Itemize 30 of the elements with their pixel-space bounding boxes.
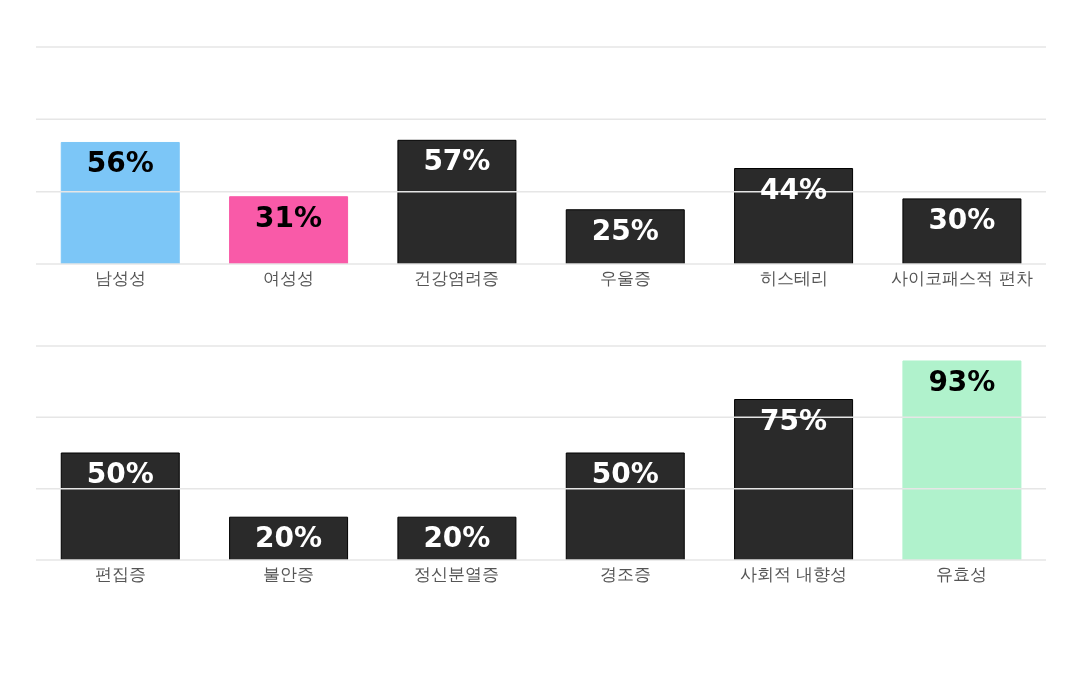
x-tick-label: 우울증 bbox=[599, 268, 651, 289]
bar bbox=[229, 196, 349, 264]
x-tick-label: 편집증 bbox=[94, 564, 146, 585]
bar bbox=[734, 399, 854, 560]
x-tick-label: 불안증 bbox=[263, 564, 314, 585]
x-tick-label: 남성성 bbox=[94, 268, 146, 289]
bar bbox=[397, 139, 517, 264]
x-tick-label: 유효성 bbox=[936, 564, 988, 585]
bar bbox=[60, 141, 180, 264]
data-label: 57% bbox=[423, 144, 491, 178]
data-label: 30% bbox=[928, 202, 996, 236]
data-label: 50% bbox=[86, 457, 154, 490]
data-label: 93% bbox=[928, 364, 996, 398]
x-tick-label: 건강염려증 bbox=[414, 268, 500, 289]
x-tick-label: 여성성 bbox=[263, 268, 314, 289]
bar bbox=[565, 452, 685, 560]
data-label: 31% bbox=[255, 200, 323, 234]
x-tick-label: 사이코패스적 편차 bbox=[891, 268, 1033, 289]
x-tick-label: 사회적 내향성 bbox=[739, 564, 848, 585]
x-tick-label: 히스테리 bbox=[759, 268, 828, 289]
data-label: 20% bbox=[255, 521, 323, 555]
x-tick-label: 정신분열증 bbox=[414, 564, 500, 585]
data-label: 50% bbox=[591, 457, 659, 490]
data-label: 20% bbox=[423, 521, 491, 555]
bar bbox=[902, 360, 1022, 560]
bar bbox=[60, 452, 180, 560]
x-tick-label: 경조증 bbox=[599, 564, 651, 585]
data-label: 56% bbox=[86, 146, 154, 180]
bar bbox=[902, 198, 1022, 264]
data-label: 25% bbox=[591, 213, 659, 247]
